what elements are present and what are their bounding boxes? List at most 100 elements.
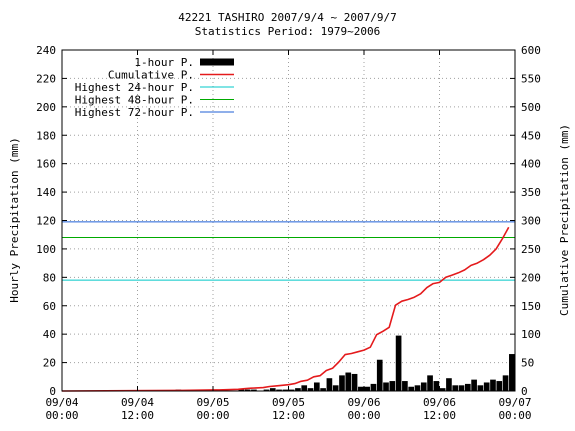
y-left-tick-label: 0: [49, 385, 56, 398]
x-tick-label-time: 00:00: [45, 409, 78, 422]
hourly-bar: [263, 389, 270, 391]
hourly-bar: [251, 389, 257, 391]
y-left-tick-label: 220: [36, 72, 56, 85]
hourly-bar: [383, 382, 389, 391]
y-left-tick-label: 100: [36, 243, 56, 256]
legend-label-highest24: Highest 24-hour P.: [75, 81, 194, 94]
y-axis-right-label: Cumulative Precipitation (mm): [558, 124, 571, 316]
hourly-bar: [376, 359, 383, 391]
hourly-bar: [295, 388, 301, 391]
y-right-tick-label: 250: [521, 243, 541, 256]
hourly-bar: [477, 385, 484, 391]
x-tick-label-date: 09/06: [423, 396, 456, 409]
y-right-tick-label: 100: [521, 328, 541, 341]
y-left-tick-label: 200: [36, 101, 56, 114]
cumulative-line-group: [61, 226, 510, 392]
reference-lines: [62, 221, 515, 281]
axes: 0 0 20 50 40 100 60 150 80 200 100 250 120 300 140 350 1…: [36, 44, 541, 422]
x-tick-label-time: 00:00: [347, 409, 380, 422]
y-right-tick-label: 450: [521, 129, 541, 142]
hourly-bar: [408, 386, 415, 391]
hourly-bars: [175, 335, 515, 391]
hourly-bar: [320, 388, 326, 391]
hourly-bar: [345, 372, 352, 391]
legend: 1-hour P.Cumulative P.Highest 24-hour P.…: [75, 56, 234, 119]
hourly-bar: [370, 383, 377, 391]
hourly-bar: [282, 389, 289, 391]
y-right-tick-label: 0: [521, 385, 528, 398]
y-right-tick-label: 400: [521, 158, 541, 171]
hourly-bar: [395, 335, 402, 391]
x-tick-label-date: 09/04: [121, 396, 154, 409]
hourly-bar: [269, 388, 276, 391]
hourly-bar: [364, 386, 370, 391]
y-left-tick-label: 240: [36, 44, 56, 57]
legend-swatch-hourly: [200, 58, 234, 66]
grid: [62, 50, 515, 391]
hourly-bar: [313, 382, 320, 391]
hourly-bar: [496, 381, 503, 391]
y-right-tick-label: 150: [521, 300, 541, 313]
hourly-bar: [288, 389, 295, 391]
hourly-bar: [490, 379, 496, 391]
legend-label-highest48: Highest 48-hour P.: [75, 94, 194, 107]
hourly-bar: [439, 388, 446, 391]
hourly-bar: [483, 382, 490, 391]
hourly-bar: [509, 354, 515, 391]
y-left-tick-label: 40: [43, 328, 56, 341]
hourly-bar: [351, 373, 358, 391]
hourly-bar: [464, 383, 471, 391]
legend-label-cumulative: Cumulative P.: [108, 69, 194, 82]
x-tick-label-date: 09/07: [498, 396, 531, 409]
x-tick-label-date: 09/06: [347, 396, 380, 409]
hourly-bar: [427, 375, 433, 391]
hourly-bar: [420, 382, 427, 391]
y-left-tick-label: 80: [43, 271, 56, 284]
x-tick-label-time: 12:00: [423, 409, 456, 422]
hourly-bar: [358, 386, 364, 391]
hourly-bar: [238, 389, 245, 391]
hourly-bar: [301, 385, 308, 391]
hourly-bar: [389, 381, 396, 391]
y-left-tick-label: 120: [36, 215, 56, 228]
cumulative-line: [61, 226, 510, 392]
y-right-tick-label: 500: [521, 101, 541, 114]
y-left-tick-label: 140: [36, 186, 56, 199]
hourly-bar: [326, 378, 333, 391]
x-tick-label-date: 09/05: [196, 396, 229, 409]
x-tick-label-date: 09/05: [272, 396, 305, 409]
chart-subtitle: Statistics Period: 1979~2006: [195, 25, 380, 38]
y-right-tick-label: 50: [521, 357, 534, 370]
y-right-tick-label: 600: [521, 44, 541, 57]
y-left-tick-label: 60: [43, 300, 56, 313]
hourly-bar: [402, 381, 408, 391]
hourly-bar: [276, 389, 282, 391]
hourly-bar: [332, 385, 339, 391]
hourly-bar: [471, 379, 477, 391]
x-tick-label-time: 12:00: [121, 409, 154, 422]
y-right-tick-label: 550: [521, 72, 541, 85]
y-left-tick-label: 180: [36, 129, 56, 142]
y-axis-left-label: Hourly Precipitation (mm): [8, 137, 21, 303]
x-tick-label-time: 12:00: [272, 409, 305, 422]
hourly-bar: [458, 385, 465, 391]
hourly-bar: [244, 389, 251, 391]
hourly-bar: [446, 378, 452, 391]
hourly-bar: [339, 375, 345, 391]
y-right-tick-label: 300: [521, 215, 541, 228]
y-left-tick-label: 160: [36, 158, 56, 171]
legend-label-hourly: 1-hour P.: [134, 56, 194, 69]
hourly-bar: [452, 385, 459, 391]
legend-label-highest72: Highest 72-hour P.: [75, 106, 194, 119]
hourly-bar: [414, 385, 421, 391]
chart-title: 42221 TASHIRO 2007/9/4 ~ 2007/9/7: [178, 11, 397, 24]
x-tick-label-date: 09/04: [45, 396, 78, 409]
y-left-tick-label: 20: [43, 357, 56, 370]
x-tick-label-time: 00:00: [498, 409, 531, 422]
x-tick-label-time: 00:00: [196, 409, 229, 422]
hourly-bar: [307, 388, 314, 391]
hourly-bar: [502, 375, 509, 391]
y-right-tick-label: 350: [521, 186, 541, 199]
y-right-tick-label: 200: [521, 271, 541, 284]
